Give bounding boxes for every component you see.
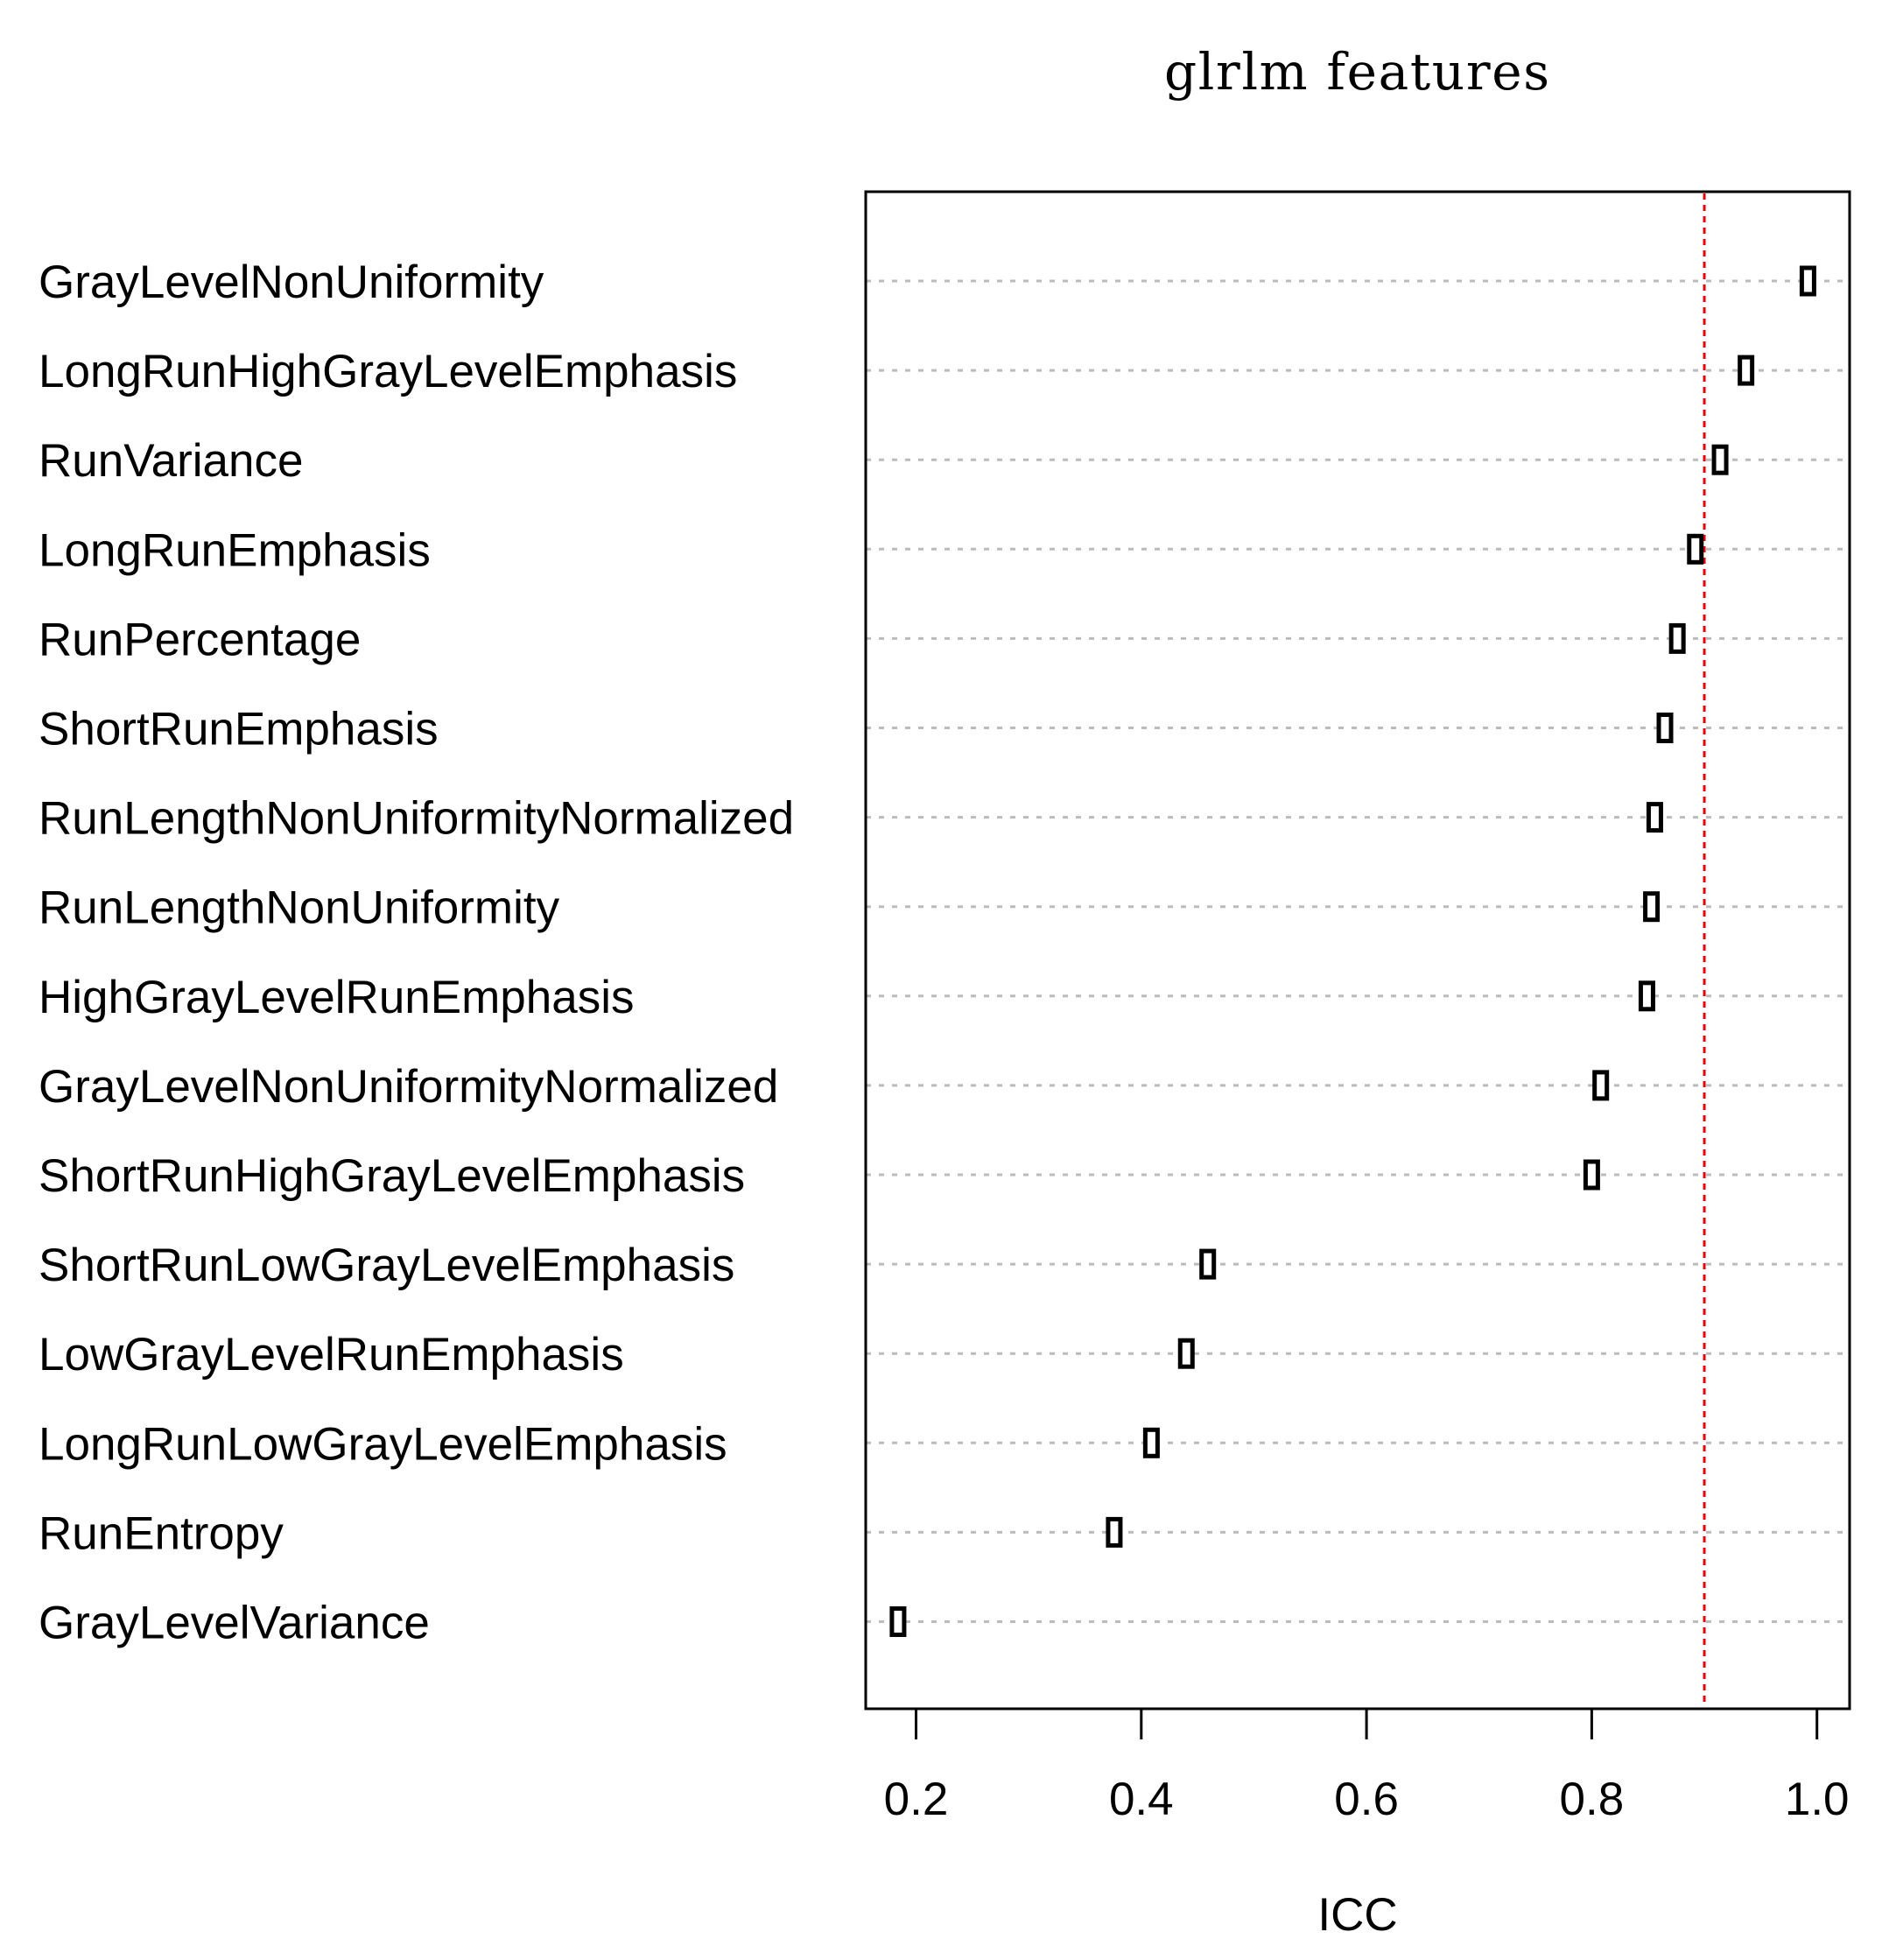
category-label: RunLengthNonUniformity: [39, 882, 560, 934]
category-label: HighGrayLevelRunEmphasis: [39, 972, 635, 1023]
data-markers: [889, 265, 1816, 1637]
category-label: RunLengthNonUniformityNormalized: [39, 793, 794, 845]
grid-lines: [866, 279, 1850, 1623]
category-label: LongRunEmphasis: [39, 524, 431, 576]
data-point: [1711, 444, 1729, 475]
data-point: [1106, 1516, 1123, 1548]
category-label: GrayLevelNonUniformity: [39, 256, 544, 308]
chart-title: glrlm features: [1164, 42, 1549, 102]
data-point: [1583, 1159, 1600, 1191]
category-labels: GrayLevelNonUniformity LongRunHighGrayLev…: [39, 256, 794, 1649]
data-point: [1687, 533, 1704, 565]
category-label: LongRunHighGrayLevelEmphasis: [39, 346, 737, 397]
category-label: ShortRunEmphasis: [39, 704, 439, 755]
plot-frame: [864, 190, 1851, 1711]
category-label: GrayLevelNonUniformityNormalized: [39, 1061, 778, 1113]
x-axis: 0.2 0.4 0.6 0.8 1.0: [884, 1709, 1850, 1825]
category-label: LowGrayLevelRunEmphasis: [39, 1329, 624, 1380]
x-tick-label: 0.8: [1560, 1774, 1625, 1825]
x-tick-label: 0.6: [1334, 1774, 1399, 1825]
data-point: [1799, 265, 1816, 297]
category-label: RunEntropy: [39, 1507, 284, 1559]
category-label: GrayLevelVariance: [39, 1598, 430, 1649]
x-axis-title: ICC: [1317, 1889, 1397, 1941]
data-point: [1142, 1427, 1160, 1458]
category-label: RunVariance: [39, 435, 303, 487]
category-label: LongRunLowGrayLevelEmphasis: [39, 1418, 727, 1470]
data-point: [1638, 980, 1655, 1012]
data-point: [1668, 622, 1686, 654]
data-point: [1656, 713, 1674, 743]
x-tick-label: 0.4: [1109, 1774, 1174, 1825]
data-point: [1738, 355, 1755, 386]
category-label: ShortRunHighGrayLevelEmphasis: [39, 1150, 745, 1202]
data-point: [1592, 1070, 1610, 1101]
data-point: [1643, 891, 1661, 923]
x-tick-label: 1.0: [1785, 1774, 1850, 1825]
x-tick-label: 0.2: [884, 1774, 949, 1825]
data-point: [1177, 1338, 1195, 1369]
data-point: [889, 1606, 907, 1637]
category-label: RunPercentage: [39, 614, 361, 665]
data-point: [1646, 802, 1663, 833]
category-label: ShortRunLowGrayLevelEmphasis: [39, 1240, 734, 1291]
data-point: [1199, 1248, 1217, 1280]
